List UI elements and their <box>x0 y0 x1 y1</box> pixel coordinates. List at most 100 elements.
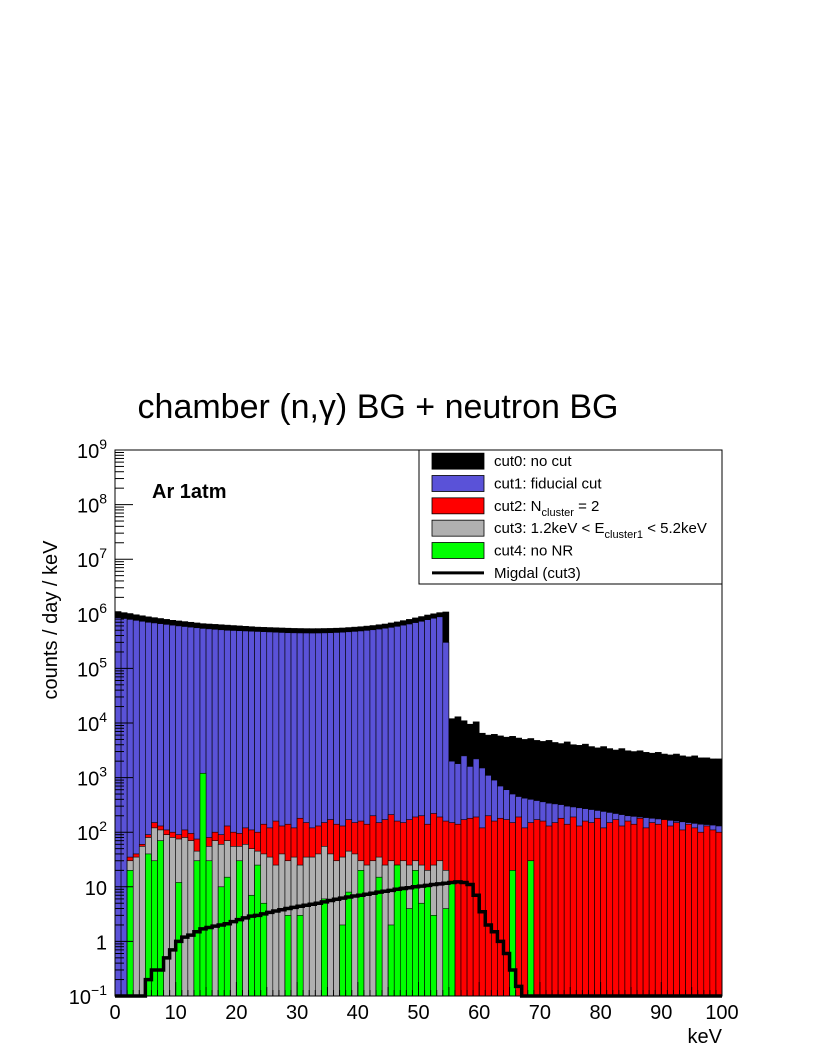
y-tick-label: 109 <box>77 436 107 463</box>
legend-entry-cut4: cut4: no NR <box>431 542 573 560</box>
x-tick-label: 70 <box>529 1002 551 1024</box>
cut2-bar <box>660 819 668 997</box>
x-axis-title: keV <box>688 1026 723 1048</box>
cut4-bar <box>284 915 292 997</box>
x-tick-labels: 0 10 20 30 40 50 60 70 80 90 100 <box>109 1002 738 1024</box>
cut2-bar <box>466 817 474 997</box>
legend-entry-cut2: cut2: Ncluster = 2 <box>431 497 599 519</box>
legend-label: cut0: no cut <box>494 453 572 470</box>
cut4-bar <box>406 908 413 997</box>
cut3-bar <box>333 860 340 997</box>
cut4-bar <box>157 840 164 997</box>
legend-swatch <box>431 519 485 537</box>
x-tick-label: 90 <box>650 1002 672 1024</box>
x-tick-label: 30 <box>286 1002 308 1024</box>
cut4-bar <box>248 894 255 997</box>
cut3-bar <box>327 853 334 997</box>
cut2-bar <box>582 820 589 997</box>
cut2-bar <box>618 825 626 997</box>
y-tick-label: 1 <box>96 932 107 954</box>
cut2-bar <box>563 823 571 997</box>
cut3-bar <box>163 834 170 997</box>
cut4-bar <box>260 902 268 997</box>
legend-label: Migdal (cut3) <box>494 565 581 582</box>
cut4-bar <box>442 908 450 997</box>
cut4-bar <box>199 772 207 997</box>
cut2-bar <box>697 831 705 997</box>
legend-swatch <box>431 475 485 492</box>
cut2-bar <box>673 822 680 997</box>
cut2-bar <box>576 825 583 997</box>
cut2-bar <box>491 820 498 997</box>
cut3-bar <box>266 856 274 997</box>
cut4-bar <box>357 870 365 997</box>
cut4-bar <box>387 924 395 997</box>
legend-box <box>418 449 723 585</box>
cut3-bar <box>363 864 371 997</box>
legend-entry-migdal: Migdal (cut3) <box>432 565 581 582</box>
cut2-bar <box>630 823 638 997</box>
cut3-bar <box>138 846 146 997</box>
x-tick-label: 60 <box>468 1002 490 1024</box>
cut2-bar <box>667 825 674 997</box>
cut2-bar <box>569 816 577 997</box>
y-tick-label: 102 <box>77 818 107 845</box>
y-axis-title: counts / day / keV <box>40 540 62 700</box>
cut4-bar <box>527 860 535 997</box>
cut4-bar <box>223 876 231 997</box>
legend-entry-cut0: cut0: no cut <box>431 452 572 470</box>
cut3-bar <box>308 856 316 997</box>
cut4-bar <box>345 891 353 997</box>
cut3-bar <box>351 853 359 997</box>
cut3-bar <box>278 853 286 997</box>
cut2-bar <box>484 815 492 997</box>
cut3-bar <box>381 864 389 997</box>
cut4-bar <box>399 886 407 997</box>
cut3-bar <box>181 837 189 997</box>
y-tick-label: 107 <box>77 545 107 572</box>
cut3-bar <box>272 864 280 997</box>
legend: cut0: no cut cut1: fiducial cut cut2: Nclu… <box>418 449 723 585</box>
chart-title: chamber (n,γ) BG + neutron BG <box>138 388 619 426</box>
cut4-bar <box>236 860 243 997</box>
x-tick-label: 100 <box>705 1002 738 1024</box>
legend-label: cut4: no NR <box>494 543 573 560</box>
cut4-bar <box>126 870 134 997</box>
legend-swatch <box>431 497 485 515</box>
y-tick-labels: 10−1 1 10 102 103 104 105 106 107 108 109 <box>69 436 107 1009</box>
cut3-bar <box>302 856 310 997</box>
y-tick-label: 10 <box>85 878 107 900</box>
cut4-bar <box>296 915 304 997</box>
cut2-bar <box>521 827 529 997</box>
y-tick-label: 106 <box>77 600 107 627</box>
x-tick-label: 20 <box>225 1002 247 1024</box>
x-tick-label: 40 <box>347 1002 369 1024</box>
cut2-bar <box>551 822 559 997</box>
histogram-bars <box>114 611 723 997</box>
y-tick-label: 103 <box>77 764 107 791</box>
cut3-bar <box>132 856 140 997</box>
cut4-bar <box>418 902 425 997</box>
cut2-bar <box>709 829 717 997</box>
cut1-bar <box>114 617 122 997</box>
cut2-bar <box>624 820 632 997</box>
y-tick-label: 104 <box>77 709 107 736</box>
legend-label: cut2: Ncluster = 2 <box>494 498 599 519</box>
legend-label: cut1: fiducial cut <box>494 476 602 493</box>
legend-entry-cut1: cut1: fiducial cut <box>431 475 602 493</box>
cut1-bar <box>120 618 128 997</box>
cut2-bar <box>612 819 620 997</box>
cut4-bar <box>217 886 225 997</box>
cut4-bar <box>448 882 456 997</box>
cut2-bar <box>539 820 547 997</box>
cut2-bar <box>557 817 565 997</box>
cut2-bar <box>606 822 614 997</box>
cut2-bar <box>533 819 541 997</box>
cut2-bar <box>588 822 595 997</box>
cut2-bar <box>636 817 644 997</box>
x-tick-label: 80 <box>589 1002 611 1024</box>
legend-label: cut3: 1.2keV < Ecluster1 < 5.2keV <box>494 520 707 541</box>
y-tick-label: 105 <box>77 654 107 681</box>
cut2-bar <box>691 827 699 997</box>
